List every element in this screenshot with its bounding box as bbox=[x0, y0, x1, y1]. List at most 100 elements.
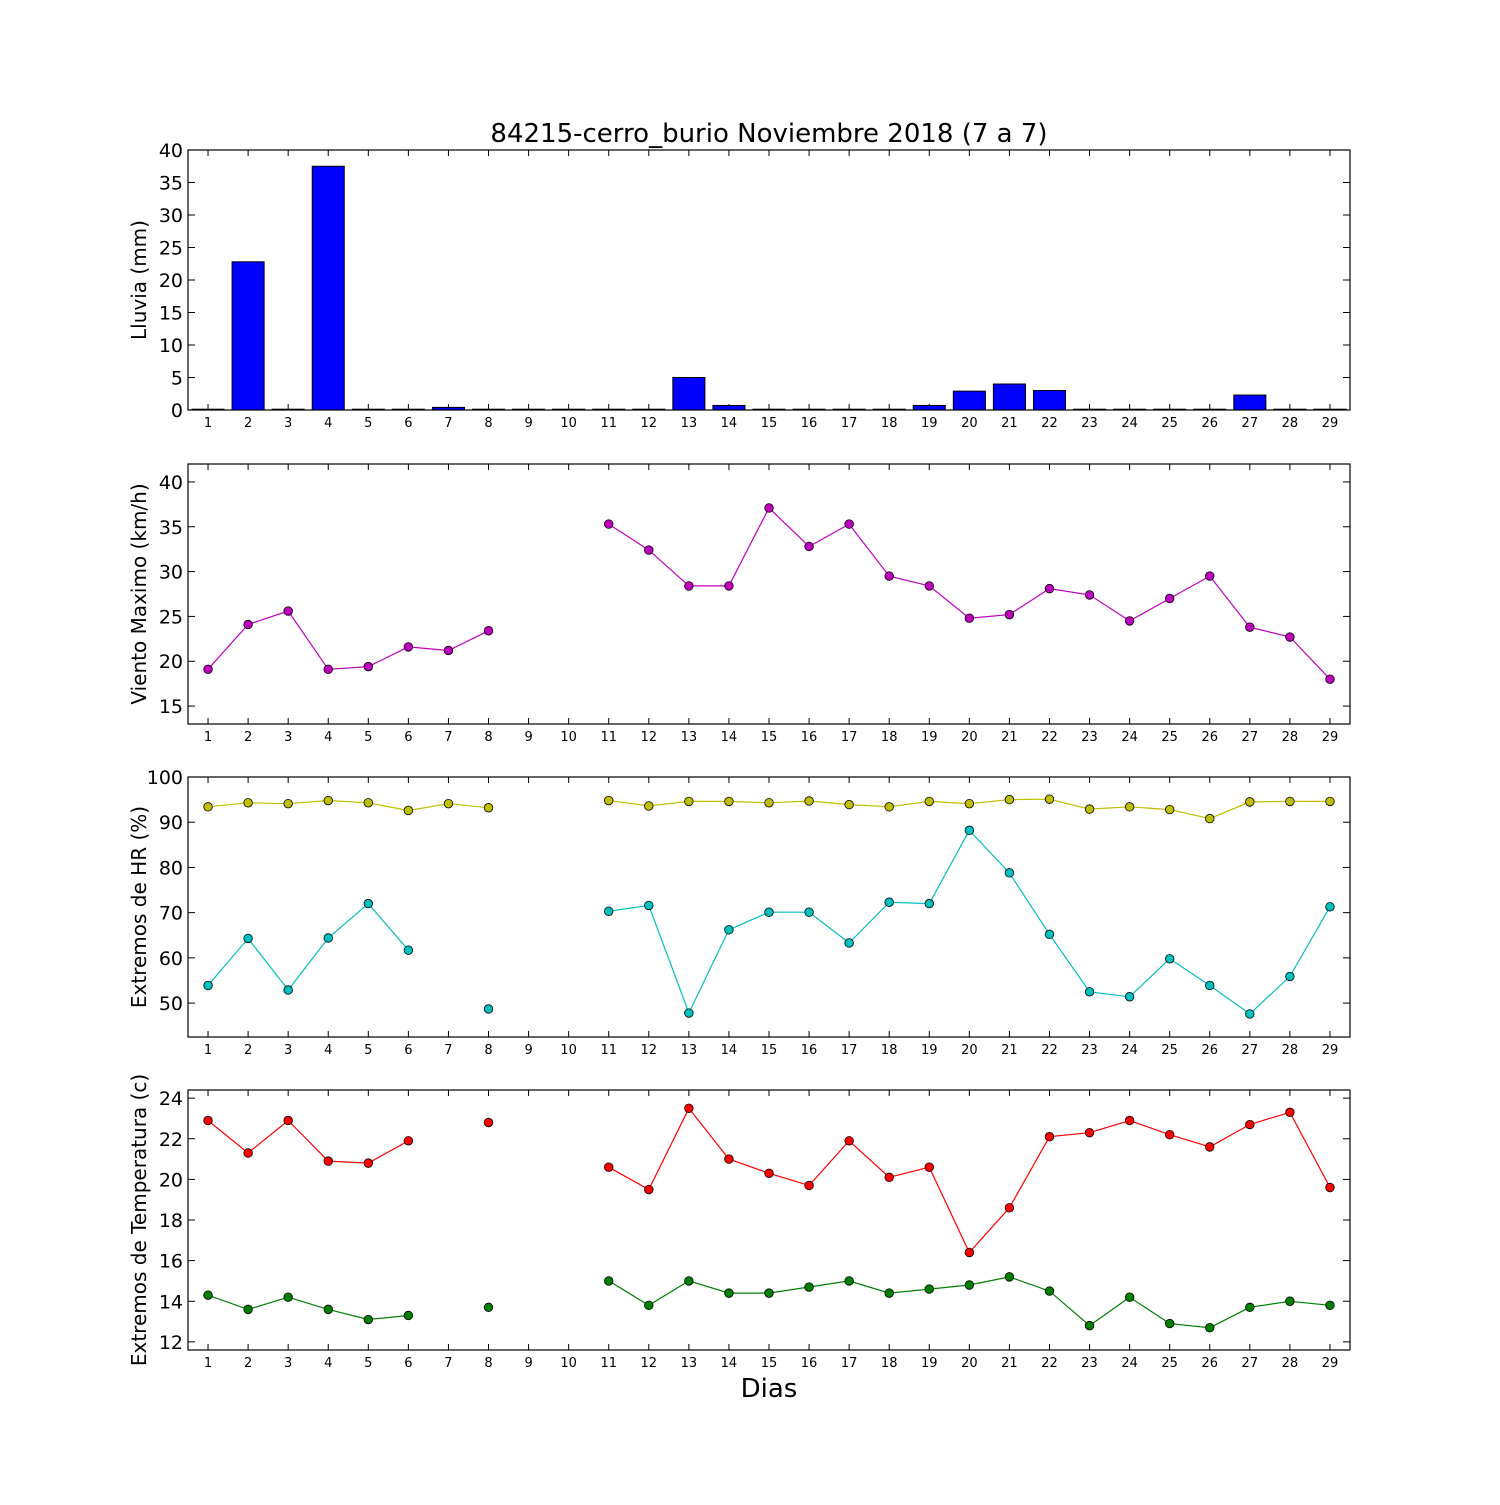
series-1-point bbox=[283, 1115, 293, 1126]
series-1-point bbox=[844, 1136, 854, 1146]
x-tick-label: 20 bbox=[961, 416, 978, 431]
series-1-point bbox=[243, 798, 253, 808]
series-1-point bbox=[363, 661, 374, 672]
series-1-point bbox=[764, 503, 774, 513]
x-tick-label: 1 bbox=[204, 1356, 212, 1371]
x-tick-label: 18 bbox=[881, 1356, 898, 1371]
y-tick-label: 15 bbox=[159, 696, 183, 718]
series-2-point bbox=[764, 1288, 774, 1298]
x-tick-label: 19 bbox=[921, 1356, 938, 1371]
series-1-point bbox=[203, 1115, 213, 1126]
series-2-line bbox=[608, 829, 1331, 1015]
y-tick-label: 24 bbox=[159, 1088, 183, 1110]
series-1-point bbox=[924, 581, 934, 591]
x-tick-label: 5 bbox=[364, 416, 372, 431]
x-tick-label: 22 bbox=[1041, 1043, 1058, 1058]
x-tick-label: 29 bbox=[1322, 730, 1339, 745]
x-tick-label: 21 bbox=[1001, 1043, 1018, 1058]
x-tick-label: 3 bbox=[284, 1356, 292, 1371]
series-1-point bbox=[1124, 802, 1135, 812]
series-1-line bbox=[608, 1107, 1331, 1254]
x-tick-label: 11 bbox=[600, 416, 617, 431]
series-1-point bbox=[1245, 1119, 1255, 1130]
series-1-point bbox=[644, 545, 654, 555]
series-2-point bbox=[884, 1288, 894, 1298]
x-tick-label: 7 bbox=[444, 1356, 452, 1371]
y-tick-label: 15 bbox=[159, 303, 183, 325]
x-tick-label: 6 bbox=[404, 1356, 412, 1371]
x-tick-label: 17 bbox=[841, 416, 858, 431]
series-1-point bbox=[764, 1168, 774, 1178]
y-axis-label: Extremos de Temperatura (c) bbox=[127, 1074, 151, 1366]
bar bbox=[952, 390, 986, 411]
series-2-point bbox=[1205, 1322, 1215, 1333]
series-1-point bbox=[1124, 616, 1135, 626]
x-tick-label: 1 bbox=[204, 1043, 212, 1058]
series-2-point bbox=[724, 1288, 734, 1298]
series-2-point bbox=[1004, 868, 1015, 878]
series-2-point bbox=[884, 897, 894, 907]
series-2-point bbox=[323, 1304, 333, 1315]
x-tick-label: 1 bbox=[204, 730, 212, 745]
series-1-point bbox=[483, 803, 494, 813]
series-1-point bbox=[323, 795, 333, 806]
bar bbox=[1233, 394, 1267, 411]
y-tick-label: 22 bbox=[159, 1129, 183, 1151]
series-2-point bbox=[1044, 1286, 1055, 1296]
series-2-point bbox=[644, 1300, 654, 1311]
series-1-point bbox=[684, 1103, 694, 1113]
x-tick-label: 12 bbox=[641, 1043, 658, 1058]
x-tick-label: 7 bbox=[444, 730, 452, 745]
x-tick-label: 25 bbox=[1161, 1043, 1178, 1058]
series-2-point bbox=[1084, 987, 1095, 997]
bar bbox=[1032, 390, 1067, 411]
x-tick-label: 17 bbox=[841, 1043, 858, 1058]
x-tick-label: 6 bbox=[404, 416, 412, 431]
chart-title: 84215-cerro_burio Noviembre 2018 (7 a 7) bbox=[490, 119, 1047, 149]
series-1-point bbox=[964, 1247, 975, 1258]
x-tick-label: 5 bbox=[364, 1043, 372, 1058]
y-tick-label: 12 bbox=[159, 1332, 183, 1354]
y-tick-label: 70 bbox=[159, 903, 183, 925]
x-tick-label: 8 bbox=[484, 416, 492, 431]
series-2-point bbox=[1285, 1296, 1295, 1306]
series-1-point bbox=[1004, 794, 1015, 805]
series-2-point bbox=[1325, 902, 1335, 912]
series-1-point bbox=[1084, 1127, 1095, 1138]
x-tick-label: 2 bbox=[244, 416, 252, 431]
y-tick-label: 50 bbox=[159, 993, 183, 1015]
x-tick-label: 10 bbox=[560, 1043, 577, 1058]
x-tick-label: 20 bbox=[961, 1356, 978, 1371]
series-1-point bbox=[203, 802, 213, 812]
series-2-point bbox=[1164, 954, 1175, 964]
series-1-point bbox=[203, 664, 213, 675]
x-tick-label: 24 bbox=[1121, 1356, 1138, 1371]
series-1-point bbox=[764, 798, 774, 808]
series-2-point bbox=[844, 1276, 854, 1286]
series-2-point bbox=[1245, 1009, 1255, 1019]
series-1-point bbox=[1164, 804, 1175, 815]
series-1-point bbox=[1164, 593, 1175, 604]
series-2-point bbox=[1285, 971, 1295, 982]
y-tick-label: 40 bbox=[159, 472, 183, 494]
x-tick-label: 14 bbox=[721, 1356, 738, 1371]
y-tick-label: 25 bbox=[159, 238, 183, 260]
y-tick-label: 40 bbox=[159, 140, 183, 162]
series-2-point bbox=[483, 1302, 494, 1313]
series-1-point bbox=[1044, 1132, 1055, 1142]
x-tick-label: 10 bbox=[560, 730, 577, 745]
series-1-point bbox=[844, 799, 854, 810]
series-2-point bbox=[804, 907, 814, 917]
x-tick-label: 6 bbox=[404, 730, 412, 745]
x-tick-label: 12 bbox=[641, 730, 658, 745]
plot-frame bbox=[187, 149, 1351, 411]
x-tick-label: 3 bbox=[284, 1043, 292, 1058]
series-1-point bbox=[844, 519, 854, 529]
x-tick-label: 26 bbox=[1201, 1356, 1218, 1371]
series-2-point bbox=[283, 1292, 293, 1302]
series-1-point bbox=[964, 613, 975, 623]
series-1-point bbox=[1245, 797, 1255, 807]
series-1-point bbox=[363, 798, 374, 808]
